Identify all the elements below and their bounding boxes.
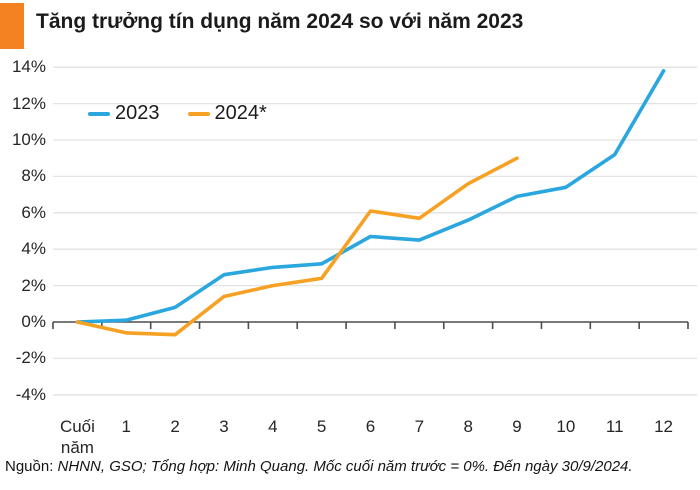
series-line-2024 — [75, 156, 519, 337]
source-note: Nguồn: NHNN, GSO; Tổng hợp: Minh Quang. … — [5, 458, 633, 475]
y-tick-label: 12% — [11, 93, 46, 113]
x-tick-label: 12 — [654, 417, 674, 436]
y-tick-label: 6% — [21, 202, 46, 222]
chart-title: Tăng trưởng tín dụng năm 2024 so với năm… — [36, 10, 524, 33]
y-tick-label: 4% — [21, 239, 46, 259]
legend-label: 2024* — [214, 102, 267, 124]
plot-area — [52, 66, 697, 396]
x-tick-label: 2 — [170, 417, 180, 436]
y-tick-label: 10% — [11, 130, 46, 149]
legend-item-2024: 2024* — [187, 102, 267, 125]
x-tick-label: Cuối năm — [59, 417, 95, 457]
x-tick-label: 1 — [121, 417, 131, 436]
credit-growth-chart: 14% 12% 10% 8% 6% 4% 2% 0% -2% -4% Cuối năm 1 2 3 4 5 6… — [11, 57, 697, 457]
y-tick-label: -4% — [15, 384, 46, 404]
source-text: NHNN, GSO; Tổng hợp: Minh Quang. Mốc cuố… — [57, 458, 633, 475]
x-tick-label: 11 — [605, 417, 624, 436]
x-tick-label: 5 — [316, 417, 327, 436]
y-tick-label: -2% — [15, 348, 46, 368]
x-tick-label: 3 — [219, 417, 229, 436]
series-line-2023 — [75, 69, 666, 324]
x-tick-label: 7 — [414, 417, 425, 436]
x-tick-label: 9 — [512, 417, 522, 436]
legend-item-2023: 2023 — [88, 102, 160, 125]
x-tick-label: 8 — [463, 417, 473, 436]
x-tick-label: 10 — [556, 417, 576, 436]
legend: 2023 2024* — [88, 102, 267, 125]
legend-swatch-icon — [88, 111, 110, 116]
legend-label: 2023 — [115, 102, 160, 124]
y-tick-label: 14% — [11, 57, 46, 77]
legend-swatch-icon — [187, 111, 210, 116]
title-accent-bar — [0, 3, 24, 49]
y-tick-label: 2% — [21, 275, 46, 295]
x-tick-label: 6 — [365, 417, 376, 436]
y-tick-label: 0% — [21, 312, 46, 331]
x-tick-label: 4 — [268, 417, 278, 436]
source-label: Nguồn: — [5, 458, 54, 475]
y-tick-label: 8% — [21, 166, 46, 186]
